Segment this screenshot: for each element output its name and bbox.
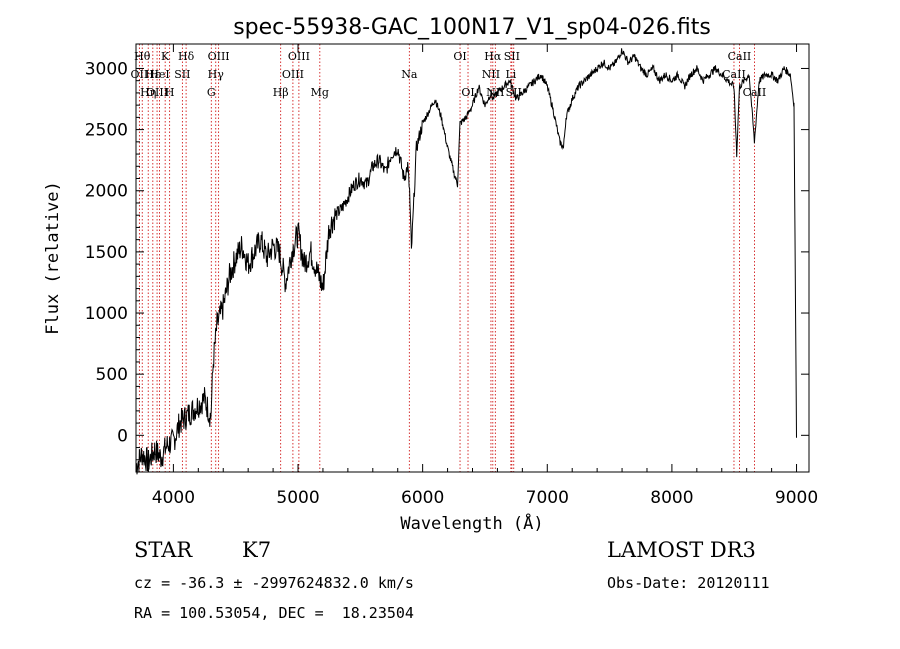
line-label-4363: OIII bbox=[208, 50, 230, 63]
x-tick-label: 6000 bbox=[401, 488, 444, 508]
line-label-6364: OI bbox=[461, 86, 474, 99]
line-label-3970: H bbox=[165, 86, 175, 99]
y-tick-label: 2500 bbox=[85, 121, 128, 141]
line-label-3727: OII bbox=[131, 68, 149, 81]
line-label-4340: Hγ bbox=[208, 68, 225, 81]
line-label-3869: OIII bbox=[146, 86, 168, 99]
spectrum-line bbox=[135, 48, 797, 475]
object-subclass: K7 bbox=[242, 538, 272, 562]
y-axis-label: Flux (relative) bbox=[43, 181, 63, 335]
line-label-5893: Na bbox=[401, 68, 418, 81]
x-tick-label: 7000 bbox=[526, 488, 569, 508]
x-tick-label: 8000 bbox=[650, 488, 693, 508]
y-tick-label: 0 bbox=[117, 426, 128, 446]
emission-line-labels: OII Hθ Hη Hε OIII HeI K H SII Hδ G Hγ OIII Hβ OIII OIII… bbox=[131, 50, 767, 99]
survey-name: LAMOST DR3 bbox=[607, 538, 756, 562]
line-label-6300: OI bbox=[453, 50, 466, 63]
line-label-4304: G bbox=[207, 86, 216, 99]
y-tick-label: 2000 bbox=[85, 182, 128, 202]
line-label-6708: Li bbox=[505, 68, 516, 81]
line-label-4861: Hβ bbox=[273, 86, 289, 99]
line-label-8662: CaII bbox=[743, 86, 767, 99]
y-tick-label: 500 bbox=[96, 365, 128, 385]
x-tick-label: 4000 bbox=[152, 488, 195, 508]
y-tick-label: 1500 bbox=[85, 243, 128, 263]
line-label-3934: K bbox=[161, 50, 170, 63]
x-axis-label: Wavelength (Å) bbox=[400, 512, 543, 534]
x-tick-label: 5000 bbox=[276, 488, 319, 508]
y-axis-ticks: 0 500 1000 1500 2000 2500 3000 bbox=[85, 55, 809, 461]
line-label-3835: Hε bbox=[145, 68, 161, 81]
line-label-5007: OIII bbox=[288, 50, 310, 63]
line-label-3889: HeI bbox=[149, 68, 169, 81]
obs-date: Obs-Date: 20120111 bbox=[607, 574, 770, 592]
chart-title: spec-55938-GAC_100N17_V1_sp04-026.fits bbox=[233, 15, 711, 40]
line-label-8542: CaII bbox=[728, 50, 752, 63]
line-label-4102: Hδ bbox=[178, 50, 195, 63]
emission-line-markers bbox=[138, 44, 755, 472]
line-label-8498: CaII bbox=[722, 68, 746, 81]
object-class: STAR bbox=[134, 538, 193, 562]
line-label-4072: SII bbox=[174, 68, 190, 81]
line-label-4959: OIII bbox=[282, 68, 304, 81]
line-label-5175: Mg bbox=[311, 86, 329, 99]
y-tick-label: 3000 bbox=[85, 59, 128, 79]
x-axis-ticks: 4000 5000 6000 7000 8000 9000 bbox=[147, 44, 818, 508]
line-label-6563: Hα bbox=[484, 50, 502, 63]
line-label-3750: Hθ bbox=[134, 50, 151, 63]
line-label-6548: NII bbox=[482, 68, 500, 81]
coordinates: RA = 100.53054, DEC = 18.23504 bbox=[134, 604, 414, 622]
line-label-3798: Hη bbox=[140, 86, 156, 99]
line-label-6716: SII bbox=[504, 50, 520, 63]
y-tick-label: 1000 bbox=[85, 304, 128, 324]
x-tick-label: 9000 bbox=[775, 488, 818, 508]
redshift-readout: cz = -36.3 ± -2997624832.0 km/s bbox=[134, 574, 414, 592]
